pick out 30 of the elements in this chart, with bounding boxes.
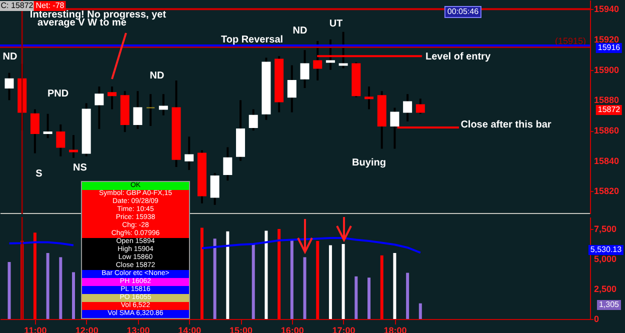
y-tick-label: 15820 [594, 186, 620, 196]
y-tick-label: 7,500 [594, 224, 617, 234]
ref-line-label: (15915) [554, 36, 586, 46]
annotation: PND [47, 88, 69, 100]
annotation: Top Reversal [220, 34, 284, 46]
y-tick-label: 15840 [594, 156, 620, 166]
annotation: 5,530.13 [588, 245, 624, 255]
annotation: ND [292, 26, 308, 36]
annotation: Buying [352, 158, 386, 168]
y-tick-label: 15860 [594, 126, 620, 136]
annotation: NS [73, 162, 87, 174]
y-tick-label: 2,500 [594, 284, 617, 294]
text: 15916 [596, 43, 622, 53]
annotation: Close after this bar [460, 120, 552, 130]
y-tick-label: 15900 [594, 64, 620, 75]
y-tick-label: 5,000 [594, 254, 617, 264]
y-tick-label: 15880 [594, 95, 620, 106]
annotation: Level of entry [425, 52, 491, 62]
annotation: C: 15872 [0, 1, 36, 11]
annotation: ND [150, 70, 164, 82]
y-tick-label: 0 [594, 314, 600, 324]
annotation: 00:05:46 [444, 6, 482, 18]
annotation: UT [329, 18, 343, 30]
annotation: S [36, 168, 42, 180]
annotation: Net: -78 [34, 1, 66, 11]
y-tick-label: 15920 [594, 34, 620, 44]
annotation: ND [2, 52, 18, 62]
text: 1,305 [596, 300, 622, 310]
text: 15872 [596, 105, 622, 115]
y-tick-label: 15940 [594, 4, 620, 14]
